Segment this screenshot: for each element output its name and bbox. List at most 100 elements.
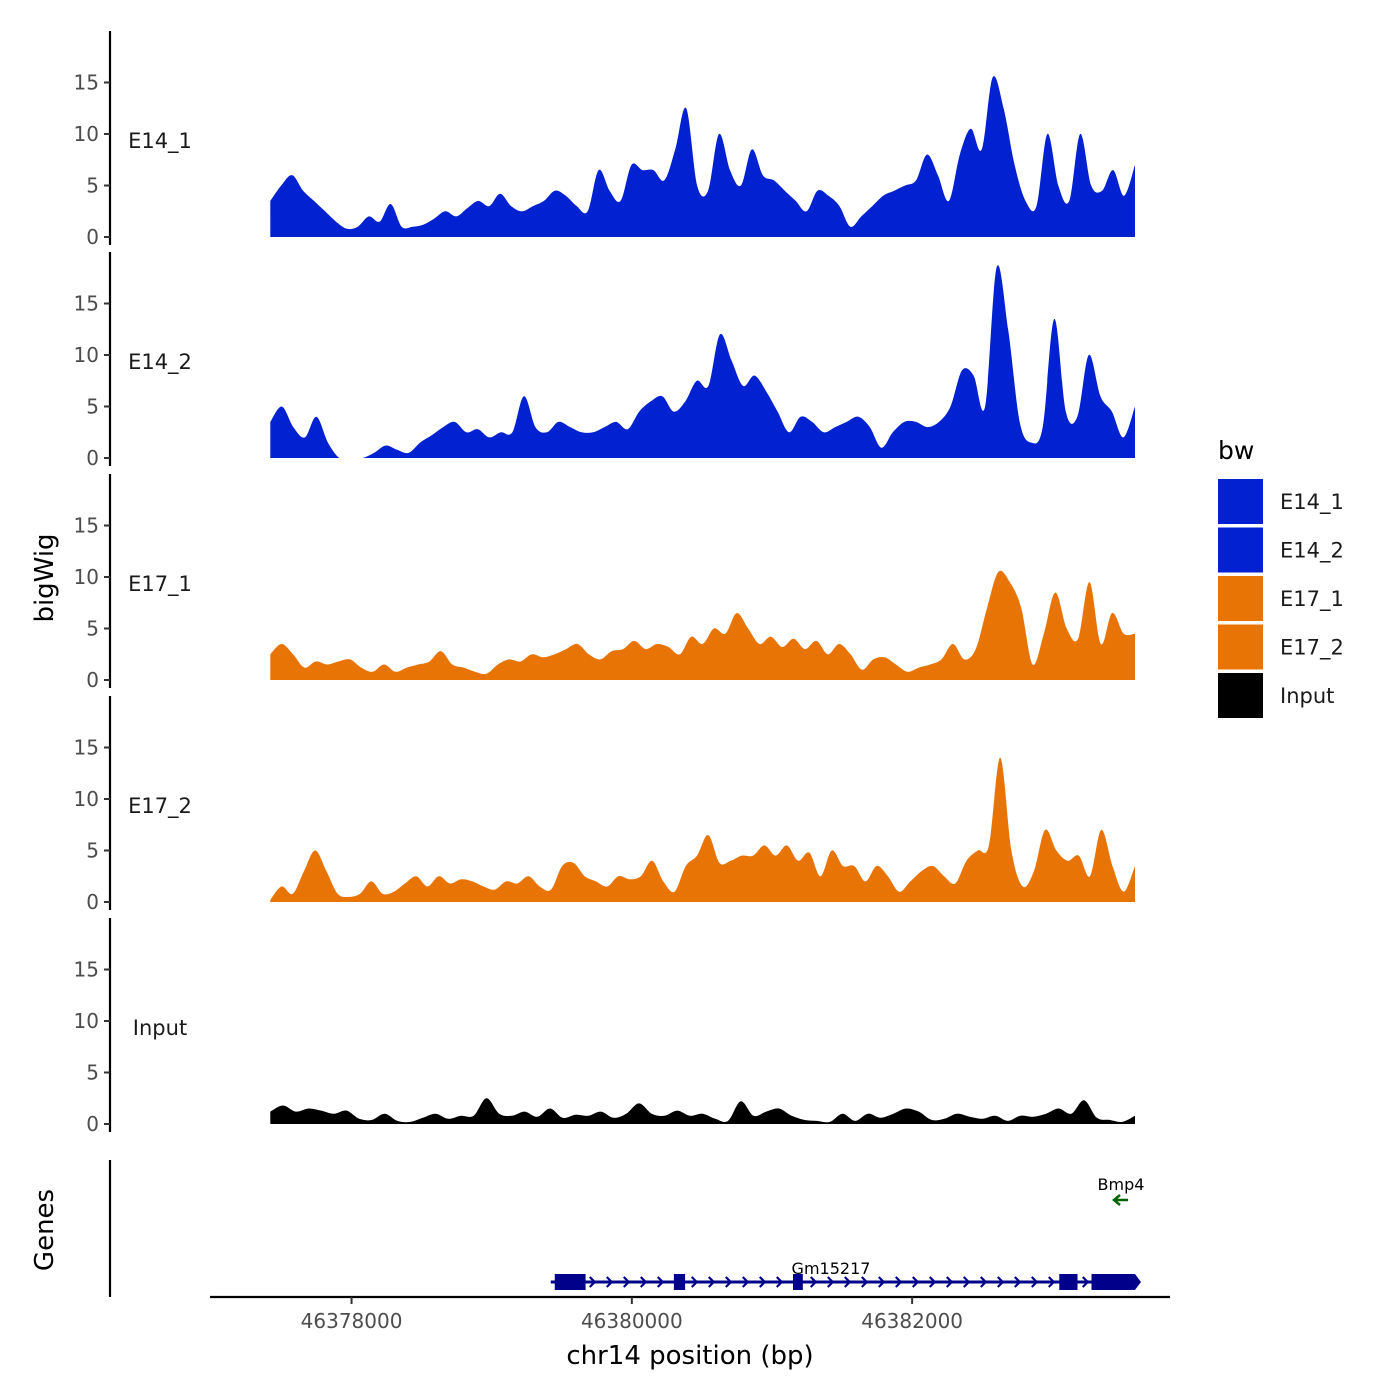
y-tick-label: 15: [74, 514, 99, 538]
y-tick-label: 10: [74, 787, 99, 811]
gene-exon: [673, 1274, 686, 1290]
strand-chevron: [911, 1276, 920, 1288]
x-tick-label: 46380000: [581, 1309, 683, 1333]
gene-exon: [793, 1274, 803, 1290]
track-label-E14_1: E14_1: [128, 129, 192, 154]
legend-item-E14_2: E14_2: [1218, 527, 1344, 573]
strand-chevron: [775, 1276, 784, 1288]
y-tick-label: 0: [86, 446, 99, 470]
legend-label: E17_2: [1280, 636, 1344, 661]
legend-item-E17_2: E17_2: [1218, 624, 1344, 670]
y-tick-label: 10: [74, 565, 99, 589]
gene-end-cap: [1134, 1274, 1141, 1290]
y-tick-label: 15: [74, 292, 99, 316]
strand-chevron: [707, 1276, 716, 1288]
track-label-E17_1: E17_1: [128, 572, 192, 597]
strand-chevron: [1013, 1276, 1022, 1288]
genes-panel: Gm15217 Bmp4: [108, 1160, 1145, 1297]
legend-label: E14_2: [1280, 539, 1344, 564]
legend-item-E17_1: E17_1: [1218, 576, 1344, 621]
strand-chevron: [758, 1276, 767, 1288]
strand-arrow-icon: [1112, 1194, 1121, 1206]
track-E17_2: 0 5 10 15 E17_2: [74, 696, 1135, 914]
legend-label: Input: [1280, 684, 1334, 708]
strand-chevron: [809, 1276, 818, 1288]
y-tick-label: 5: [86, 1061, 99, 1085]
y-tick-label: 10: [74, 1009, 99, 1033]
y-tick-label: 5: [86, 174, 99, 198]
strand-chevron: [843, 1276, 852, 1288]
legend-label: E17_1: [1280, 587, 1344, 612]
track-panels: 0 5 10 15 E14_1 0 5 10 15 E14_2 0 5 10 15 E17_1 0 5 10 15 E…: [74, 31, 1135, 1136]
track-E14_2: 0 5 10 15 E14_2: [74, 252, 1135, 470]
area-E14_1: [270, 76, 1135, 237]
y-tick-label: 0: [86, 668, 99, 692]
area-E17_1: [270, 570, 1135, 680]
track-label-E14_2: E14_2: [128, 350, 192, 375]
y-tick-label: 0: [86, 1112, 99, 1136]
track-E17_1: 0 5 10 15 E17_1: [74, 474, 1135, 692]
strand-chevron: [1047, 1276, 1056, 1288]
strand-chevron: [928, 1276, 937, 1288]
legend-swatch: [1218, 479, 1263, 524]
track-E14_1: 0 5 10 15 E14_1: [74, 31, 1135, 249]
x-axis: 46378000 46380000 46382000: [210, 1295, 1170, 1333]
gene-label-Bmp4: Bmp4: [1098, 1175, 1145, 1194]
strand-chevron: [605, 1276, 614, 1288]
strand-chevron: [741, 1276, 750, 1288]
y-tick-label: 5: [86, 617, 99, 641]
legend-swatch: [1218, 576, 1263, 621]
legend-item-Input: Input: [1218, 673, 1334, 718]
track-Input: 0 5 10 15 Input: [74, 918, 1135, 1136]
track-label-E17_2: E17_2: [128, 794, 192, 819]
area-E17_2: [270, 757, 1135, 902]
legend-swatch: [1218, 624, 1263, 670]
y-tick-label: 10: [74, 343, 99, 367]
legend-title: bw: [1218, 436, 1254, 465]
gene-exon: [1091, 1274, 1135, 1290]
y-tick-label: 5: [86, 395, 99, 419]
gene-Bmp4: Bmp4: [1098, 1175, 1145, 1206]
legend-swatch: [1218, 673, 1263, 718]
y-tick-label: 0: [86, 890, 99, 914]
gene-exon: [1059, 1274, 1078, 1290]
x-tick-label: 46378000: [301, 1309, 403, 1333]
y-tick-label: 15: [74, 71, 99, 95]
strand-chevron: [724, 1276, 733, 1288]
y-tick-label: 15: [74, 958, 99, 982]
gene-label-Gm15217: Gm15217: [792, 1259, 871, 1278]
legend-item-E14_1: E14_1: [1218, 479, 1344, 524]
legend: bw E14_1 E14_2 E17_1 E17_2 Input: [1218, 436, 1344, 718]
strand-chevron: [639, 1276, 648, 1288]
strand-chevron: [996, 1276, 1005, 1288]
y-tick-label: 10: [74, 122, 99, 146]
strand-chevron: [945, 1276, 954, 1288]
strand-chevron: [962, 1276, 971, 1288]
strand-chevron: [860, 1276, 869, 1288]
strand-chevron: [588, 1276, 597, 1288]
legend-swatch: [1218, 527, 1263, 573]
area-E14_2: [270, 265, 1135, 458]
strand-chevron: [690, 1276, 699, 1288]
track-label-Input: Input: [133, 1016, 187, 1040]
y-axis-title: bigWig: [30, 533, 60, 622]
genes-axis-title: Genes: [30, 1189, 60, 1271]
strand-chevron: [826, 1276, 835, 1288]
strand-chevron: [656, 1276, 665, 1288]
y-tick-label: 5: [86, 839, 99, 863]
gene-exon: [554, 1274, 586, 1290]
area-Input: [270, 1098, 1135, 1124]
x-axis-title: chr14 position (bp): [566, 1341, 813, 1371]
x-tick-label: 46382000: [861, 1309, 963, 1333]
strand-chevron: [894, 1276, 903, 1288]
legend-label: E14_1: [1280, 490, 1344, 515]
strand-chevron: [979, 1276, 988, 1288]
gene-Gm15217: Gm15217: [550, 1259, 1141, 1290]
strand-chevron: [1081, 1276, 1090, 1288]
strand-chevron: [877, 1276, 886, 1288]
y-tick-label: 15: [74, 736, 99, 760]
strand-chevron: [622, 1276, 631, 1288]
y-tick-label: 0: [86, 225, 99, 249]
strand-chevron: [1030, 1276, 1039, 1288]
